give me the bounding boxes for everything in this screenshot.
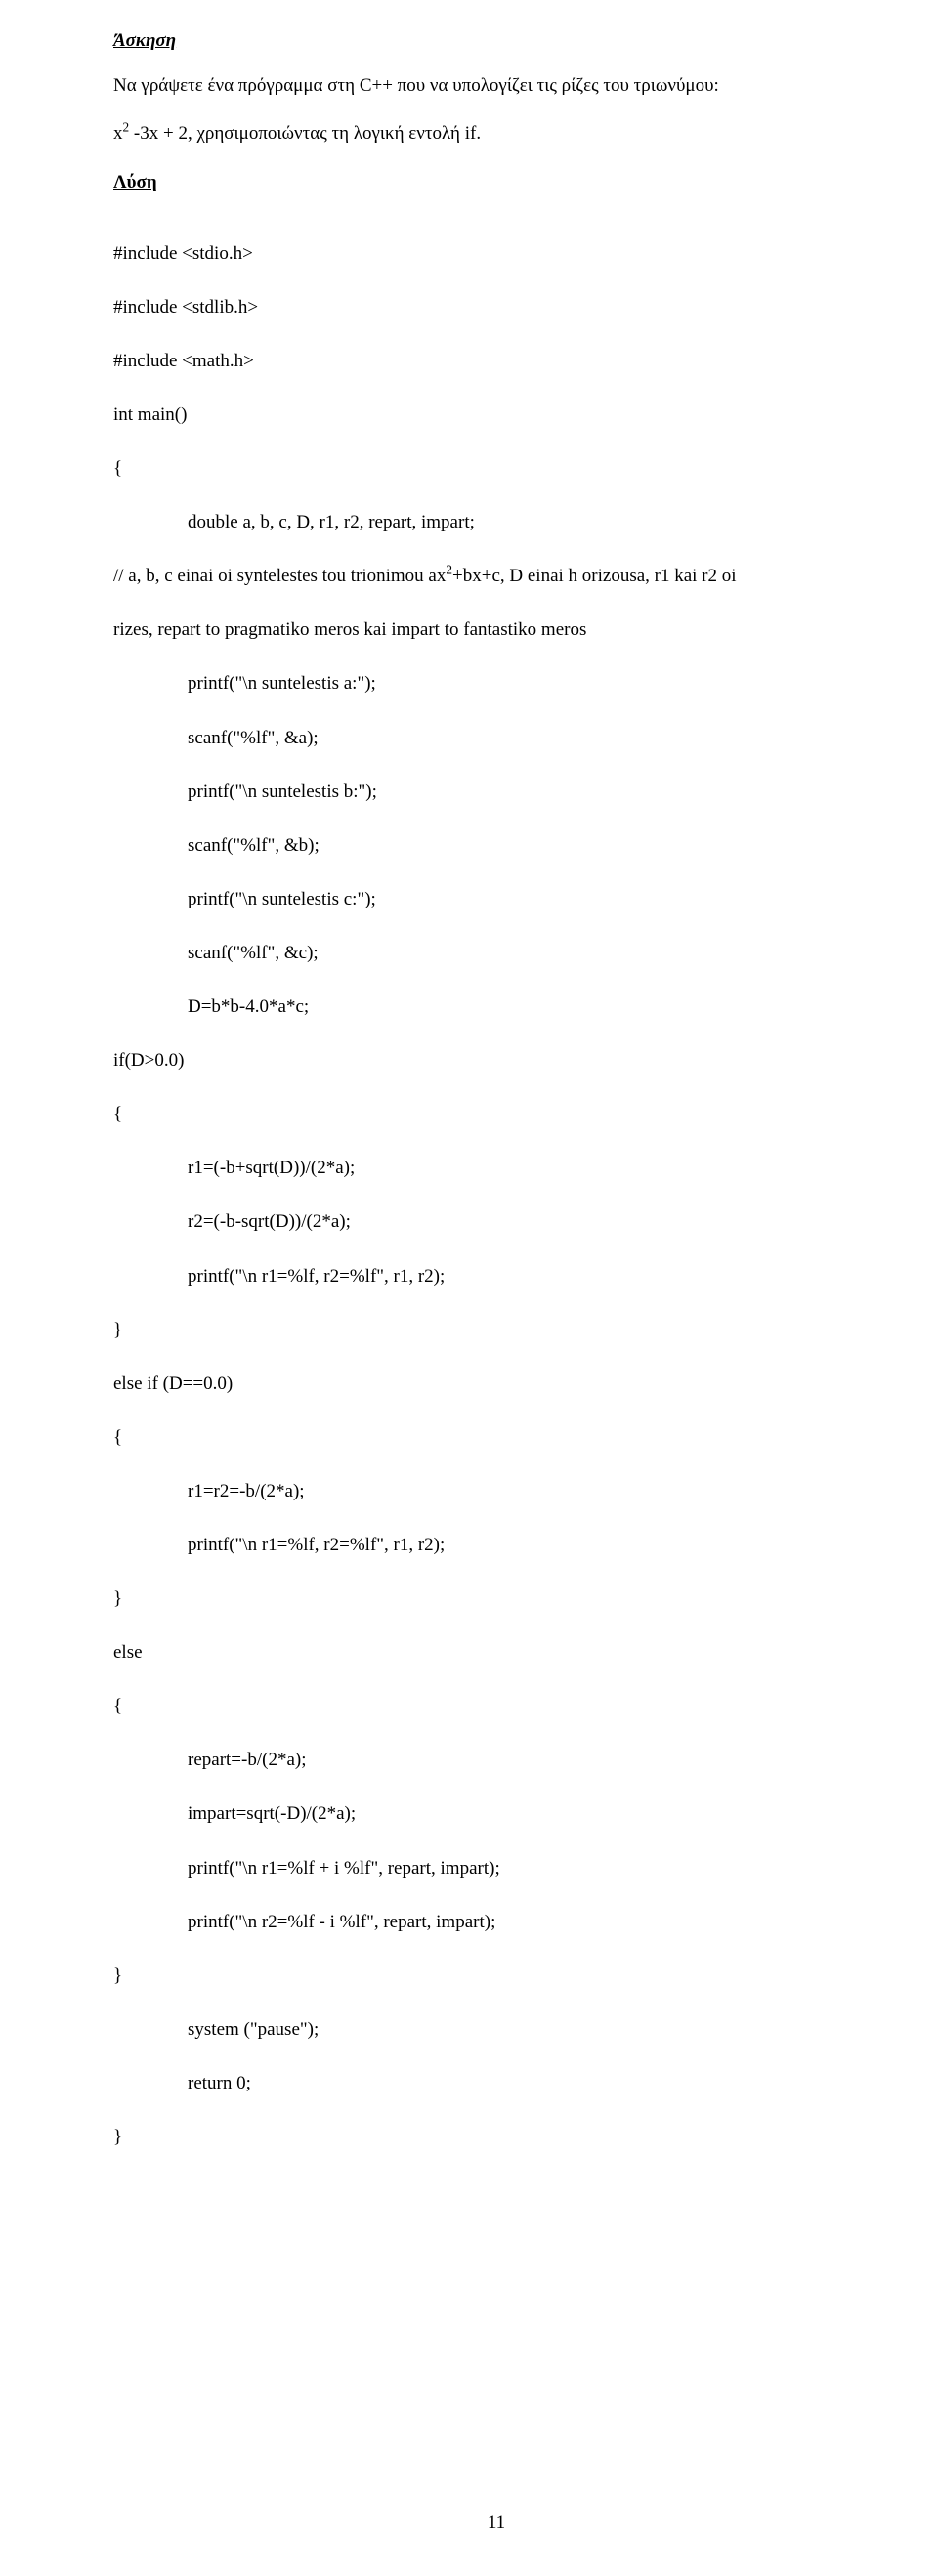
code-line: scanf("%lf", &a); [113, 725, 879, 752]
code-line: if(D>0.0) [113, 1047, 879, 1075]
code-line: r2=(-b-sqrt(D))/(2*a); [113, 1208, 879, 1236]
code-line: { [113, 1101, 879, 1128]
code-line: } [113, 2124, 879, 2151]
exercise-heading: Άσκηση [113, 27, 879, 55]
code-line: printf("\n r1=%lf + i %lf", repart, impa… [113, 1855, 879, 1882]
code-line: else if (D==0.0) [113, 1371, 879, 1398]
code-line: // a, b, c einai oi syntelestes tou trio… [113, 563, 879, 590]
code-text: // a, b, c einai oi syntelestes tou trio… [113, 566, 446, 586]
code-line: return 0; [113, 2070, 879, 2097]
code-block: #include <stdio.h> #include <stdlib.h> #… [113, 213, 879, 2177]
code-line: printf("\n suntelestis c:"); [113, 886, 879, 913]
code-line: } [113, 1963, 879, 1990]
code-line: printf("\n r1=%lf, r2=%lf", r1, r2); [113, 1263, 879, 1290]
code-line: else [113, 1639, 879, 1667]
code-text: +bx+c, D einai h orizousa, r1 kai r2 oi [452, 566, 737, 586]
code-line: #include <stdio.h> [113, 240, 879, 268]
problem-statement-cont: x2 -3x + 2, χρησιμοποιώντας τη λογική εν… [113, 120, 879, 148]
problem-line1: Να γράψετε ένα πρόγραμμα στη C++ που να … [113, 75, 719, 96]
code-line: r1=r2=-b/(2*a); [113, 1478, 879, 1505]
code-line: #include <stdlib.h> [113, 294, 879, 321]
code-line: r1=(-b+sqrt(D))/(2*a); [113, 1155, 879, 1182]
problem-statement: Να γράψετε ένα πρόγραμμα στη C++ που να … [113, 72, 879, 100]
problem-line2-pre: x [113, 123, 123, 144]
code-line: } [113, 1317, 879, 1344]
page-number: 11 [113, 2510, 879, 2537]
code-line: printf("\n r1=%lf, r2=%lf", r1, r2); [113, 1532, 879, 1559]
code-line: system ("pause"); [113, 2016, 879, 2044]
code-line: { [113, 1424, 879, 1452]
code-line: printf("\n suntelestis b:"); [113, 779, 879, 806]
code-line: scanf("%lf", &c); [113, 940, 879, 967]
code-line: { [113, 1693, 879, 1720]
code-line: printf("\n r2=%lf - i %lf", repart, impa… [113, 1909, 879, 1936]
code-line: printf("\n suntelestis a:"); [113, 670, 879, 697]
code-line: repart=-b/(2*a); [113, 1747, 879, 1774]
code-line: scanf("%lf", &b); [113, 832, 879, 860]
code-line: D=b*b-4.0*a*c; [113, 993, 879, 1021]
code-line: } [113, 1585, 879, 1613]
code-line: impart=sqrt(-D)/(2*a); [113, 1800, 879, 1828]
code-line: { [113, 455, 879, 483]
code-line: int main() [113, 401, 879, 429]
problem-line2-post: -3x + 2, χρησιμοποιώντας τη λογική εντολ… [129, 123, 481, 144]
solution-heading: Λύση [113, 169, 879, 196]
code-line: double a, b, c, D, r1, r2, repart, impar… [113, 509, 879, 536]
code-line: rizes, repart to pragmatiko meros kai im… [113, 616, 879, 644]
code-line: #include <math.h> [113, 348, 879, 375]
